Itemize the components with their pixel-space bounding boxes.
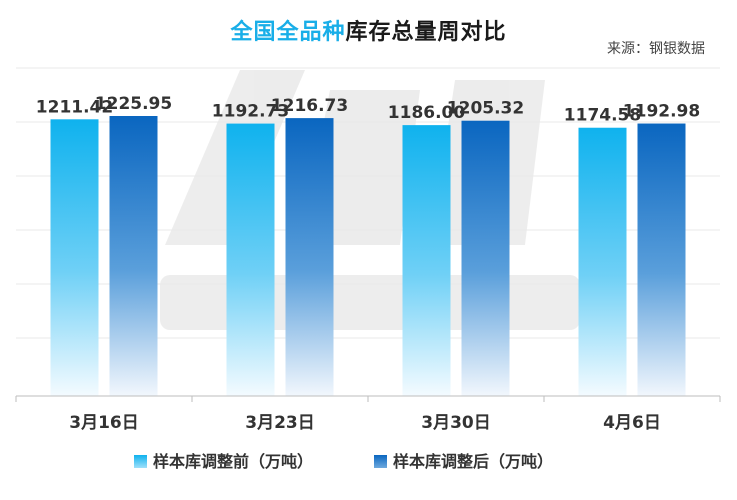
- data-label: 1225.95: [95, 94, 172, 114]
- chart-title-part2: 库存总量周对比: [345, 20, 507, 45]
- bar-before-3: [578, 127, 627, 397]
- data-label: 1205.32: [447, 99, 524, 119]
- bar-after-3: [637, 123, 686, 397]
- data-label: 1216.73: [271, 96, 348, 116]
- legend-swatch-0: [134, 455, 147, 468]
- data-label: 1211.42: [36, 97, 113, 117]
- data-label: 1174.58: [564, 106, 641, 126]
- data-label: 1192.98: [623, 102, 700, 122]
- x-tick-label: 3月30日: [421, 413, 491, 433]
- data-label: 1186.00: [388, 103, 466, 123]
- bar-after-2: [461, 120, 510, 396]
- legend-swatch-1: [374, 455, 387, 468]
- x-tick-label: 3月23日: [245, 413, 315, 433]
- x-tick-label: 4月6日: [603, 413, 661, 433]
- x-tick-label: 3月16日: [69, 413, 139, 433]
- chart-title: 全国全品种库存总量周对比: [0, 14, 737, 46]
- legend-label-1: 样本库调整后（万吨）: [393, 452, 553, 471]
- bar-before-0: [50, 119, 99, 396]
- legend-label-0: 样本库调整前（万吨）: [153, 452, 313, 471]
- bar-before-1: [226, 123, 275, 397]
- source-label: 来源：钢银数据: [607, 41, 705, 57]
- legend: 样本库调整前（万吨） 样本库调整后（万吨）: [134, 452, 553, 471]
- data-label: 1192.73: [212, 102, 289, 122]
- chart-title-part1: 全国全品种: [230, 20, 346, 45]
- bar-before-2: [402, 125, 451, 396]
- bar-after-1: [285, 118, 334, 396]
- bar-after-0: [109, 116, 158, 396]
- x-axis: 3月16日 3月23日 3月30日 4月6日: [15, 395, 721, 433]
